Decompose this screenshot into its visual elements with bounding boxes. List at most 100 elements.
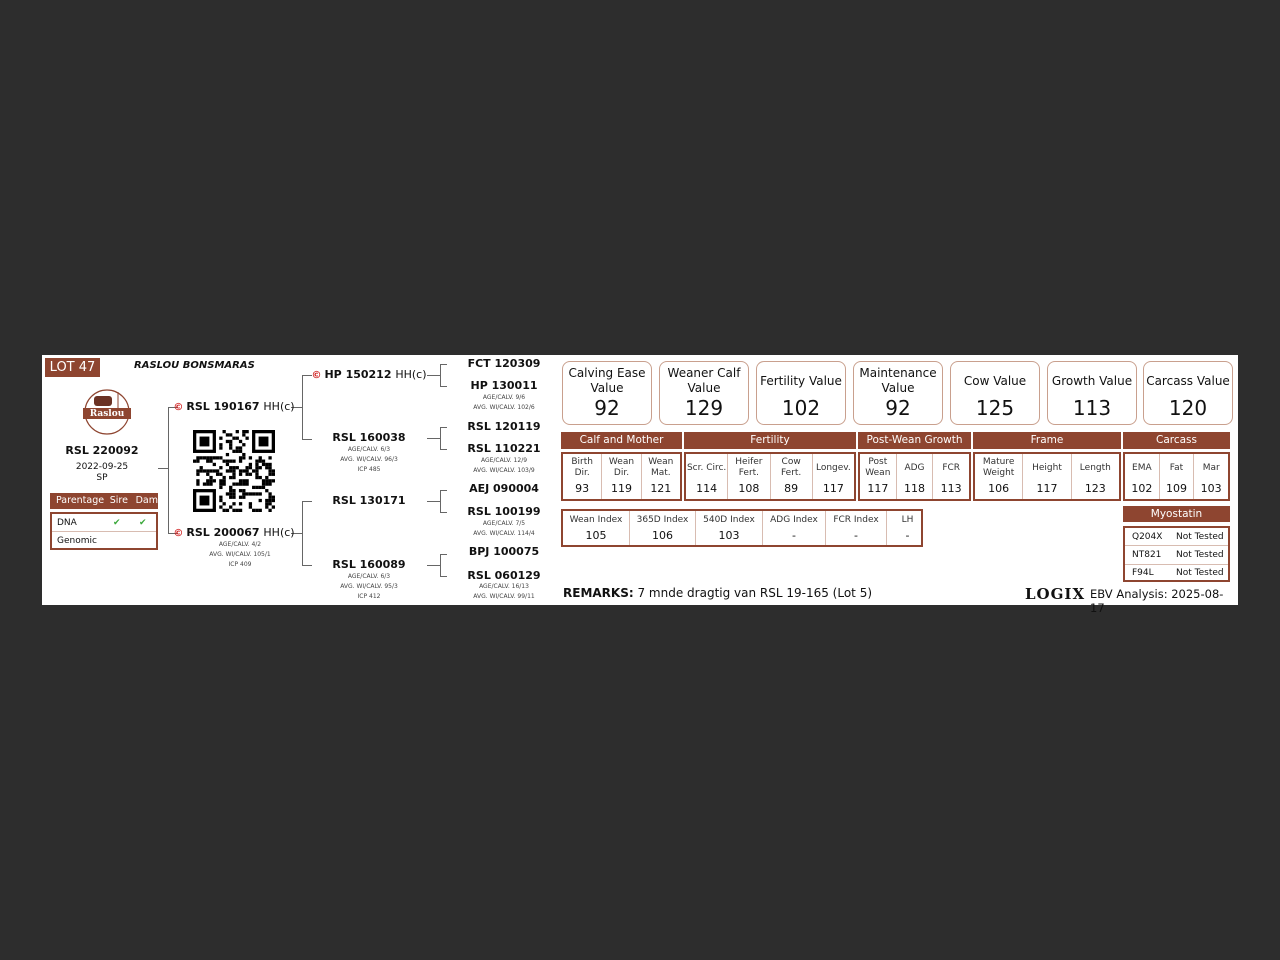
- value-card-value: 92: [594, 396, 620, 420]
- remarks-label: REMARKS:: [563, 586, 634, 600]
- line: [158, 468, 168, 469]
- ebv-group-row: Birth Dir. 93 Wean Dir. 119 Wean Mat. 121: [561, 452, 682, 501]
- qr-code[interactable]: [193, 430, 275, 512]
- ebv-group-row: EMA 102 Fat 109 Mar 103: [1123, 452, 1230, 501]
- ebv-label: ADG: [904, 462, 925, 473]
- ebv-cell: FCR 113: [933, 454, 969, 499]
- line: [302, 439, 312, 440]
- pedigree-gen3: RSL 110221: [467, 442, 541, 455]
- detail: AVG. WI/CALV. 103/9: [473, 467, 535, 474]
- line: [440, 427, 447, 428]
- value-card: Carcass Value 120: [1143, 361, 1233, 425]
- gen3-details: AGE/CALV. 9/6 AVG. WI/CALV. 102/6: [473, 393, 534, 413]
- line: [427, 565, 440, 566]
- index-label: FCR Index: [833, 514, 879, 525]
- ebv-cell: Birth Dir. 93: [563, 454, 603, 499]
- ebv-label: Height: [1032, 462, 1062, 473]
- line: [427, 375, 440, 376]
- sd-details: AGE/CALV. 6/3 AVG. WI/CALV. 96/3 ICP 485: [340, 445, 398, 475]
- detail: ICP 485: [357, 466, 381, 473]
- detail: AGE/CALV. 9/6: [482, 394, 526, 401]
- pedigree-gen3: RSL 060129: [467, 569, 541, 582]
- genomic-test-icon: ©: [173, 528, 184, 539]
- ebv-value: 89: [784, 482, 799, 495]
- ebv-value: 106: [988, 482, 1010, 495]
- detail: ICP 409: [228, 561, 252, 568]
- logix-logo: LOGIX: [1025, 585, 1086, 603]
- gen3-details: AGE/CALV. 7/5 AVG. WI/CALV. 114/4: [473, 519, 534, 539]
- index-cell: ADG Index -: [763, 511, 826, 545]
- value-card-title: Fertility Value: [760, 373, 842, 388]
- index-table: Wean Index 105 365D Index 106 540D Index 103 A…: [561, 509, 923, 547]
- detail: AVG. WI/CALV. 99/11: [473, 593, 535, 600]
- myostatin-row: F94L Not Tested: [1125, 565, 1228, 582]
- ebv-label: Length: [1079, 462, 1111, 473]
- line: [168, 407, 178, 408]
- pedigree-dam: © RSL 200067 HH(c): [173, 526, 294, 539]
- gene-status: Not Tested: [1176, 568, 1224, 579]
- pedigree-gen3: FCT 120309: [467, 357, 541, 370]
- line: [302, 565, 312, 566]
- ebv-label: Cow Fert.: [780, 457, 802, 478]
- line: [440, 554, 447, 555]
- line: [440, 386, 447, 387]
- index-label: 365D Index: [636, 514, 689, 525]
- ebv-value: 117: [867, 482, 889, 495]
- ebv-group-header: Frame: [973, 432, 1121, 449]
- value-card: Growth Value 113: [1047, 361, 1137, 425]
- value-card: Fertility Value 102: [756, 361, 846, 425]
- index-cell: FCR Index -: [826, 511, 887, 545]
- animal-sale-card: LOT 47 RASLOU BONSMARAS Raslou RSL 22009…: [42, 355, 1238, 615]
- pedigree-gen3: AEJ 090004: [469, 482, 539, 495]
- value-card-value: 113: [1072, 396, 1112, 420]
- line: [440, 364, 441, 386]
- ebv-cell: Mar 103: [1194, 454, 1228, 499]
- ebv-cell: Fat 109: [1160, 454, 1195, 499]
- lot-badge: LOT 47: [45, 358, 100, 377]
- pedigree-gen3: RSL 100199: [467, 505, 541, 518]
- animal-id: RSL 220092: [65, 444, 139, 457]
- dam-details: AGE/CALV. 4/2 AVG. WI/CALV. 105/1 ICP 40…: [209, 540, 270, 570]
- ss-tag: HH(c): [395, 368, 427, 381]
- value-card-value: 125: [975, 396, 1015, 420]
- line: [440, 364, 447, 365]
- ebv-value: 117: [822, 482, 844, 495]
- ebv-value: 118: [904, 482, 925, 495]
- index-label: 540D Index: [703, 514, 755, 525]
- value-card-title: Carcass Value: [1146, 373, 1230, 388]
- line: [291, 533, 302, 534]
- detail: AGE/CALV. 4/2: [218, 541, 262, 548]
- ebv-group-row: Scr. Circ. 114 Heifer Fert. 108 Cow Fert. 89 L…: [684, 452, 856, 501]
- sire-tag: HH(c): [263, 400, 295, 413]
- dna-dam-check-icon: ✔: [139, 517, 147, 528]
- index-value: -: [792, 529, 796, 542]
- dna-label: DNA: [57, 517, 77, 528]
- detail: AVG. WI/CALV. 105/1: [209, 551, 271, 558]
- index-value: -: [905, 529, 910, 542]
- index-cell: Wean Index 105: [563, 511, 630, 545]
- detail: AGE/CALV. 6/3: [347, 446, 391, 453]
- index-label: ADG Index: [770, 514, 818, 525]
- value-card-value: 102: [781, 396, 821, 420]
- logo-text: Raslou: [89, 409, 125, 419]
- ebv-label: Birth Dir.: [571, 457, 593, 478]
- breeder-logo: Raslou: [82, 388, 132, 436]
- genomic-label: Genomic: [57, 535, 97, 546]
- ebv-label: Longev.: [815, 462, 851, 473]
- sire-label: Sire: [109, 495, 128, 506]
- ss-id: HP 150212: [324, 368, 392, 381]
- line: [440, 449, 447, 450]
- detail: ICP 412: [357, 593, 381, 600]
- parentage-label: Parentage: [56, 495, 105, 506]
- dam-id: RSL 200067: [186, 526, 260, 539]
- ebv-value: 121: [650, 482, 672, 495]
- ebv-label: Scr. Circ.: [686, 462, 727, 473]
- line: [427, 501, 440, 502]
- ebv-cell: Mature Weight 106: [975, 454, 1024, 499]
- dam-tag: HH(c): [263, 526, 295, 539]
- ebv-group-header: Post-Wean Growth: [858, 432, 971, 449]
- ebv-value: 109: [1166, 482, 1187, 495]
- myostatin-row: Q204X Not Tested: [1125, 528, 1228, 547]
- detail: AGE/CALV. 12/9: [480, 457, 528, 464]
- line: [168, 533, 178, 534]
